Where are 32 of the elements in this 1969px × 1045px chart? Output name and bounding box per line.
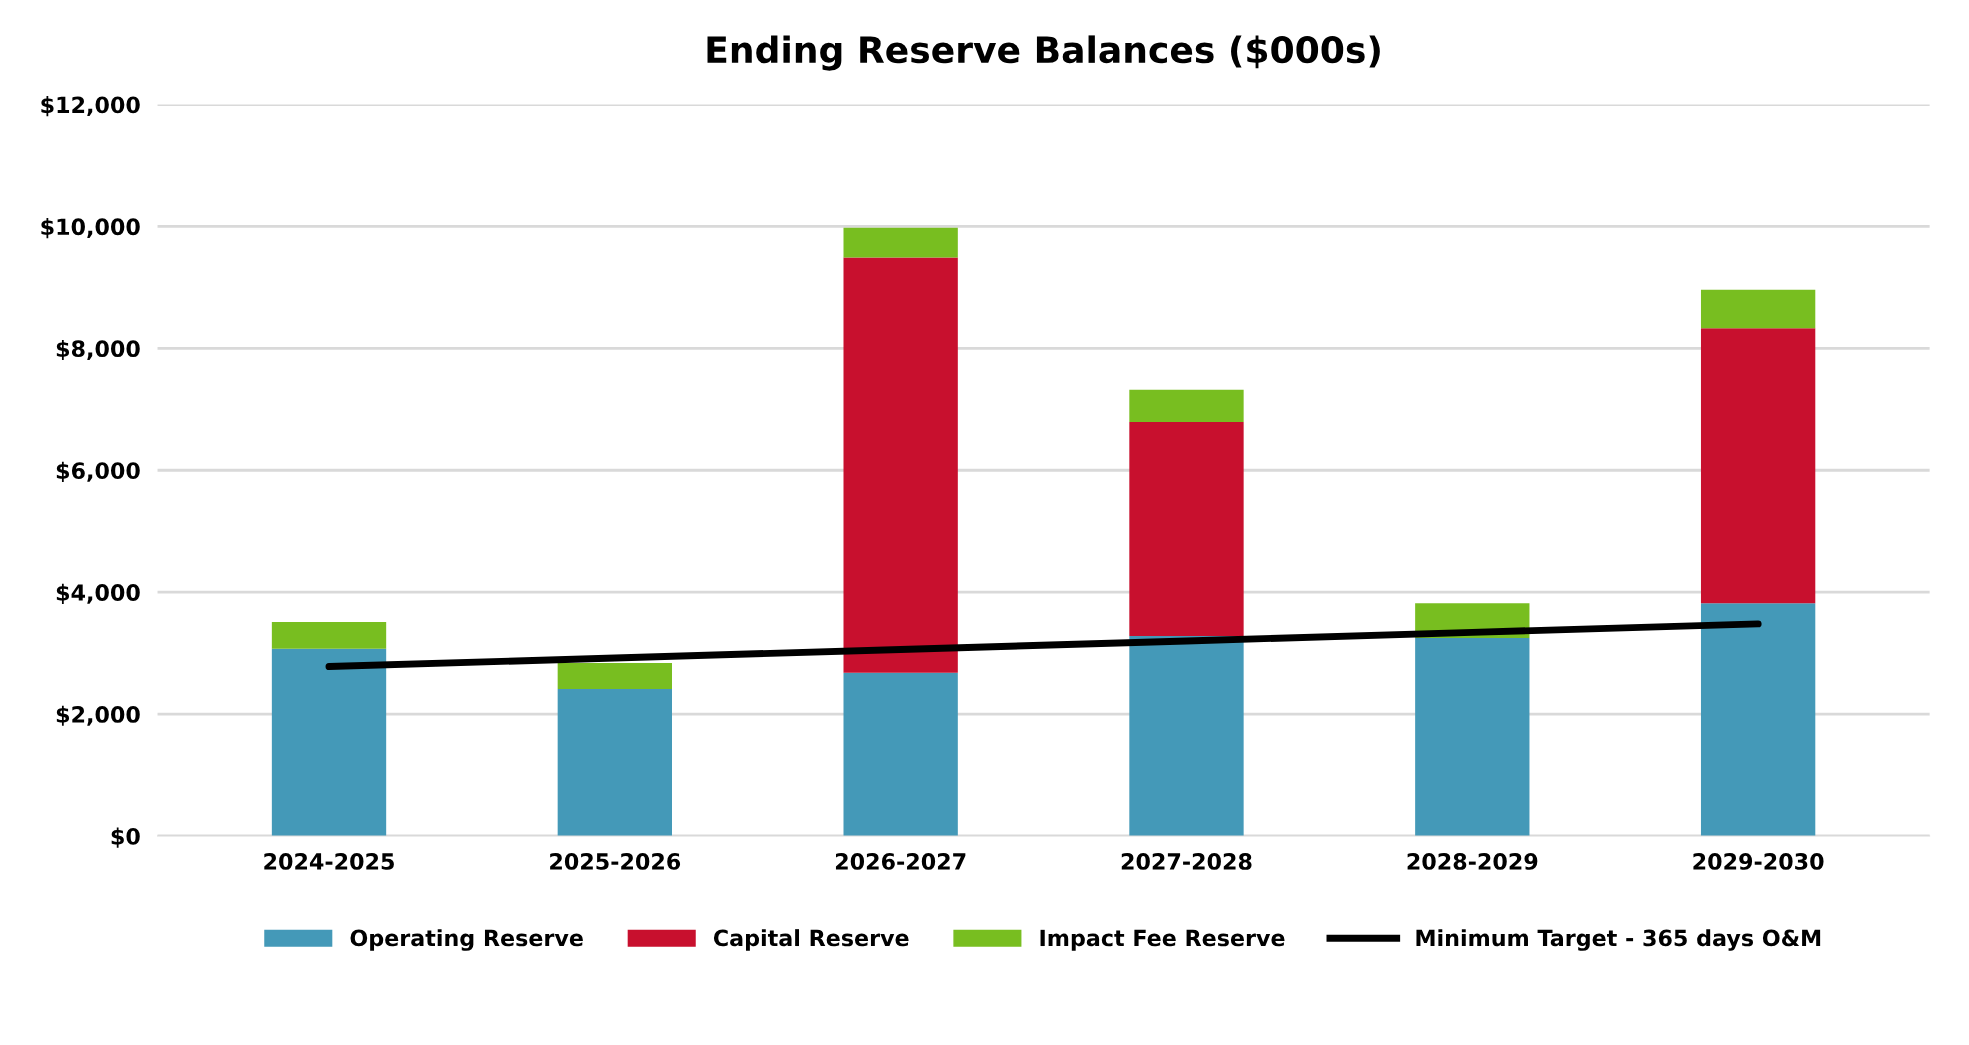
bar: [1700, 603, 1816, 836]
y-tick-label: $8,000: [56, 339, 140, 361]
bar: [843, 257, 958, 673]
y-tick-label: $10,000: [41, 217, 140, 239]
y-tick-label: $12,000: [41, 96, 140, 117]
bar: [1415, 637, 1530, 836]
y-tick-label: $6,000: [56, 461, 140, 482]
bar: [557, 689, 672, 836]
x-tick-label: 2029-2030: [1693, 853, 1824, 870]
x-tick-label: 2028-2029: [1407, 853, 1538, 870]
legend-label: Capital Reserve: [713, 929, 909, 951]
chart-title: Ending Reserve Balances ($000s): [707, 35, 1380, 71]
bar: [1129, 422, 1244, 637]
legend-label: Minimum Target - 365 days O&M: [1416, 929, 1821, 951]
y-tick-label: $0: [111, 827, 140, 848]
bar: [1700, 289, 1816, 329]
x-tick-label: 2026-2027: [835, 853, 966, 870]
y-tick-label: $2,000: [56, 705, 140, 726]
bar: [843, 227, 958, 258]
x-tick-label: 2025-2026: [550, 853, 681, 870]
bar: [1700, 328, 1816, 604]
legend-label: Impact Fee Reserve: [1040, 929, 1285, 951]
bar: [1129, 389, 1244, 423]
x-tick-label: 2027-2028: [1121, 853, 1252, 870]
bar: [843, 672, 958, 836]
bar: [271, 648, 387, 836]
y-tick-label: $4,000: [56, 583, 140, 604]
legend-label: Operating Reserve: [350, 929, 583, 951]
bar: [1129, 636, 1244, 836]
x-tick-label: 2024-2025: [264, 853, 394, 870]
bar: [271, 622, 387, 649]
bar: [557, 662, 672, 690]
